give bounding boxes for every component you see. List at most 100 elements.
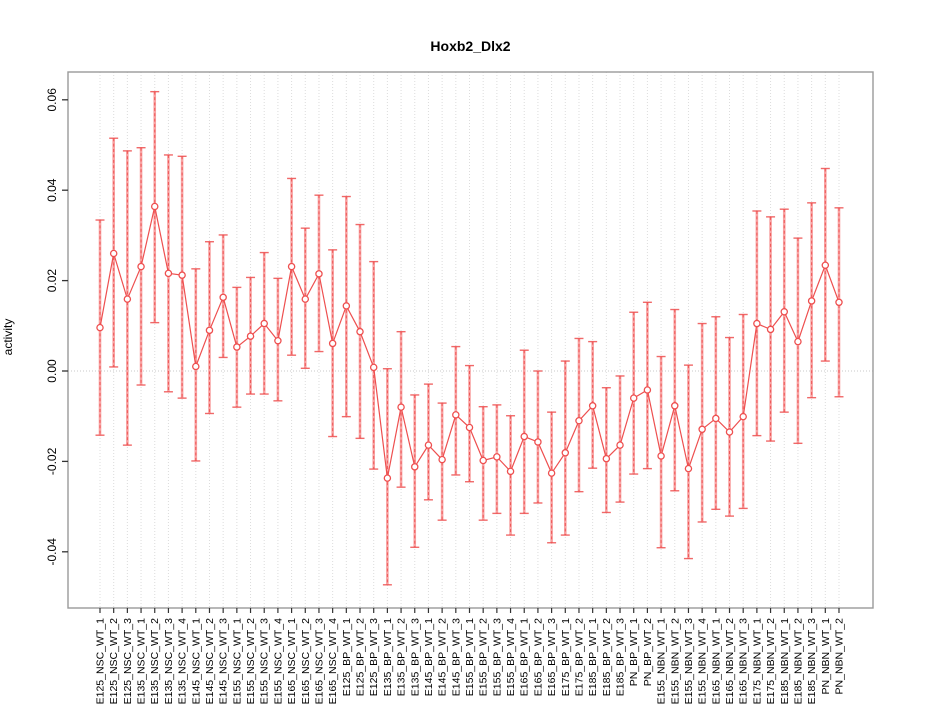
x-tick-label: E155_NBN_WT_2 [669, 618, 681, 705]
x-tick-label: E145_NSC_WT_3 [218, 618, 230, 705]
x-tick-label: E135_NSC_WT_4 [177, 618, 189, 705]
data-point [452, 411, 460, 419]
x-tick-label: E135_BP_WT_1 [382, 618, 394, 696]
x-tick-label: E125_NSC_WT_3 [122, 618, 134, 705]
data-point [753, 319, 761, 328]
x-tick-label: E135_BP_WT_2 [396, 618, 408, 696]
data-point [780, 308, 789, 316]
x-tick-label: E165_BP_WT_1 [519, 618, 531, 696]
x-tick-label: E165_NBN_WT_1 [710, 618, 722, 705]
x-tick-label: E165_BP_WT_3 [546, 618, 558, 696]
data-point [301, 295, 310, 303]
data-point [219, 293, 227, 302]
x-tick-label: E185_BP_WT_1 [587, 618, 599, 696]
data-point [287, 262, 296, 271]
x-tick-label: E155_NSC_WT_2 [245, 618, 257, 705]
x-tick-label: E165_NBN_WT_3 [738, 618, 750, 705]
data-point [342, 302, 351, 310]
x-tick-label: PN_NBN_WT_2 [833, 618, 845, 695]
data-point [671, 402, 679, 410]
plot-frame [67, 71, 874, 609]
x-tick-label: E125_BP_WT_1 [341, 618, 353, 696]
y-axis-label: activity [1, 318, 15, 356]
data-point [821, 261, 830, 269]
x-tick-label: E155_NSC_WT_3 [259, 618, 271, 705]
data-point [328, 339, 337, 348]
data-point [465, 423, 474, 432]
data-point [725, 428, 734, 436]
x-tick-label: E165_NBN_WT_2 [724, 618, 736, 705]
y-tick-label: -0.02 [45, 447, 59, 475]
data-point [424, 441, 433, 449]
y-tick-label: 0.04 [45, 178, 59, 202]
data-point [383, 474, 392, 482]
data-point [397, 403, 405, 411]
x-tick-label: E175_BP_WT_1 [560, 618, 572, 696]
data-point [96, 323, 104, 332]
data-point [657, 452, 665, 460]
data-point [794, 337, 802, 346]
x-tick-label: E185_BP_WT_2 [601, 618, 613, 696]
data-point [739, 412, 747, 421]
x-tick-label: E155_BP_WT_2 [478, 618, 490, 696]
x-tick-label: E185_BP_WT_3 [615, 618, 627, 696]
data-point [602, 454, 611, 463]
x-tick-label: E165_BP_WT_2 [532, 618, 544, 696]
data-point [712, 414, 720, 423]
data-point [438, 455, 446, 464]
data-point [561, 449, 570, 457]
x-tick-label: E135_NSC_WT_2 [149, 618, 161, 705]
data-point [493, 453, 501, 461]
x-tick-label: E155_NBN_WT_3 [683, 618, 695, 705]
x-tick-label: E155_NBN_WT_4 [697, 618, 709, 705]
x-tick-label: E175_NBN_WT_2 [765, 618, 777, 705]
data-point [205, 326, 214, 335]
data-point [315, 270, 323, 278]
x-tick-label: E145_BP_WT_3 [450, 618, 462, 696]
x-tick-label: PN_BP_WT_2 [642, 618, 654, 686]
data-point [684, 464, 693, 473]
data-point [807, 297, 816, 305]
x-tick-label: E155_BP_WT_3 [491, 618, 503, 696]
data-point [246, 332, 255, 340]
data-point [547, 469, 556, 477]
y-tick-label: 0.06 [45, 88, 59, 112]
data-point [150, 202, 159, 211]
x-tick-label: E175_BP_WT_2 [573, 618, 585, 696]
data-point [274, 336, 282, 345]
x-tick-label: E185_NBN_WT_1 [779, 618, 791, 705]
x-tick-label: E125_BP_WT_3 [368, 618, 380, 696]
x-tick-label: E125_NSC_WT_2 [108, 618, 120, 705]
data-point [233, 343, 241, 351]
x-tick-label: E185_NBN_WT_3 [806, 618, 818, 705]
data-point [766, 325, 775, 334]
data-point [192, 362, 200, 371]
data-point [575, 416, 583, 425]
x-tick-label: E155_NSC_WT_4 [272, 618, 284, 705]
x-tick-label: E155_BP_WT_1 [464, 618, 476, 696]
x-tick-label: E135_BP_WT_3 [409, 618, 421, 696]
x-tick-label: E135_NSC_WT_1 [136, 618, 148, 705]
data-point [643, 386, 652, 394]
x-tick-label: E165_NSC_WT_3 [313, 618, 325, 705]
data-point [411, 463, 419, 471]
data-point [534, 438, 542, 446]
data-point [164, 269, 173, 278]
x-tick-label: E135_NSC_WT_3 [163, 618, 175, 705]
x-tick-label: E165_NSC_WT_2 [300, 618, 312, 705]
y-tick-label: 0.02 [45, 269, 59, 293]
data-point [698, 425, 706, 434]
x-tick-label: E155_NBN_WT_1 [656, 618, 668, 705]
data-point [356, 327, 364, 336]
data-point [616, 441, 624, 449]
y-tick-label: 0.00 [45, 359, 59, 383]
x-tick-label: E185_NBN_WT_2 [792, 618, 804, 705]
chart-title: Hoxb2_Dlx2 [430, 38, 511, 54]
x-tick-label: E145_BP_WT_2 [437, 618, 449, 696]
data-point [479, 456, 487, 465]
x-tick-label: E155_NSC_WT_1 [231, 618, 243, 705]
x-tick-label: E125_BP_WT_2 [355, 618, 367, 696]
data-point [506, 467, 515, 476]
